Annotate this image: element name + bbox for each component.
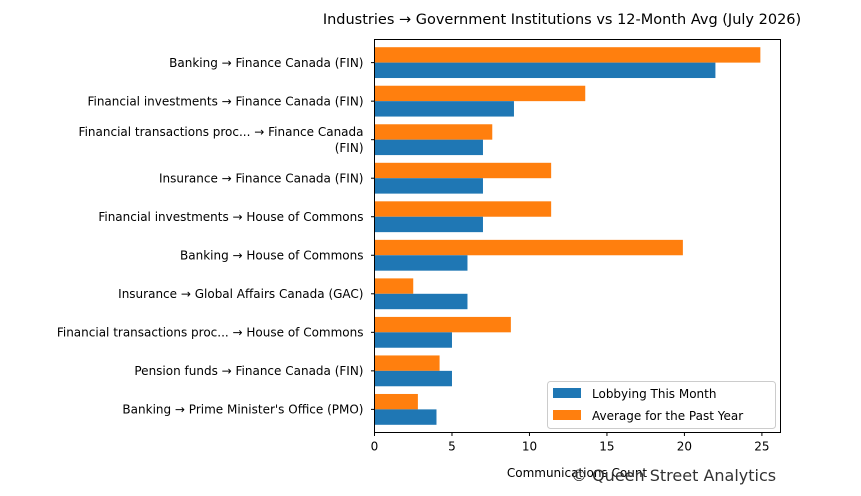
watermark: © Queen Street Analytics [571, 466, 777, 485]
category-label: Insurance → Global Affairs Canada (GAC) [118, 287, 363, 301]
category-label: Banking → Prime Minister's Office (PMO) [122, 403, 363, 417]
legend-label-past-year: Average for the Past Year [592, 409, 743, 423]
bar-past-year-avg [374, 85, 586, 102]
bar-this-month [374, 178, 483, 194]
legend-swatch-this-month [553, 388, 581, 398]
x-tick-label: 0 [371, 440, 379, 454]
category-label: Banking → Finance Canada (FIN) [169, 56, 363, 70]
category-label: Financial transactions proc... → House o… [57, 326, 364, 340]
x-tick-label: 10 [522, 440, 537, 454]
category-label: Pension funds → Finance Canada (FIN) [134, 364, 363, 378]
bar-this-month [374, 409, 437, 425]
bar-this-month [374, 101, 514, 117]
bar-this-month [374, 255, 468, 271]
bar-past-year-avg [374, 162, 552, 179]
x-tick-label: 5 [448, 440, 456, 454]
category-label: Financial investments → House of Commons [98, 210, 363, 224]
x-tick-label: 15 [599, 440, 614, 454]
category-labels: Banking → Finance Canada (FIN) Financial … [57, 56, 375, 417]
bar-past-year-avg [374, 278, 414, 294]
bars-group [374, 47, 761, 425]
bar-this-month [374, 370, 452, 387]
bar-past-year-avg [374, 393, 418, 410]
chart-title: Industries → Government Institutions vs … [323, 12, 801, 28]
bar-past-year-avg [374, 355, 440, 371]
x-axis-label: Communications Count [507, 466, 648, 480]
legend: Lobbying This Month Average for the Past… [547, 381, 776, 429]
bar-this-month [374, 332, 452, 348]
legend-box [547, 381, 776, 429]
x-tick-label: 25 [754, 440, 769, 454]
bar-past-year-avg [374, 316, 511, 333]
bar-this-month [374, 139, 483, 156]
legend-label-this-month: Lobbying This Month [592, 387, 716, 401]
bar-this-month [374, 216, 483, 233]
bar-past-year-avg [374, 124, 493, 140]
x-axis-ticks: 0 5 10 15 20 25 [371, 432, 770, 454]
plot-frame [374, 39, 781, 433]
x-tick-label: 20 [677, 440, 692, 454]
bar-this-month [374, 62, 716, 79]
bar-past-year-avg [374, 201, 552, 217]
category-label: Banking → House of Commons [180, 249, 363, 263]
legend-swatch-past-year [553, 410, 581, 420]
bar-past-year-avg [374, 239, 683, 256]
bar-this-month [374, 293, 468, 310]
category-label: Financial investments → Finance Canada (… [87, 94, 363, 108]
category-label: Financial transactions proc... → Finance… [79, 125, 364, 155]
category-label: Insurance → Finance Canada (FIN) [159, 172, 364, 186]
bar-past-year-avg [374, 47, 761, 63]
